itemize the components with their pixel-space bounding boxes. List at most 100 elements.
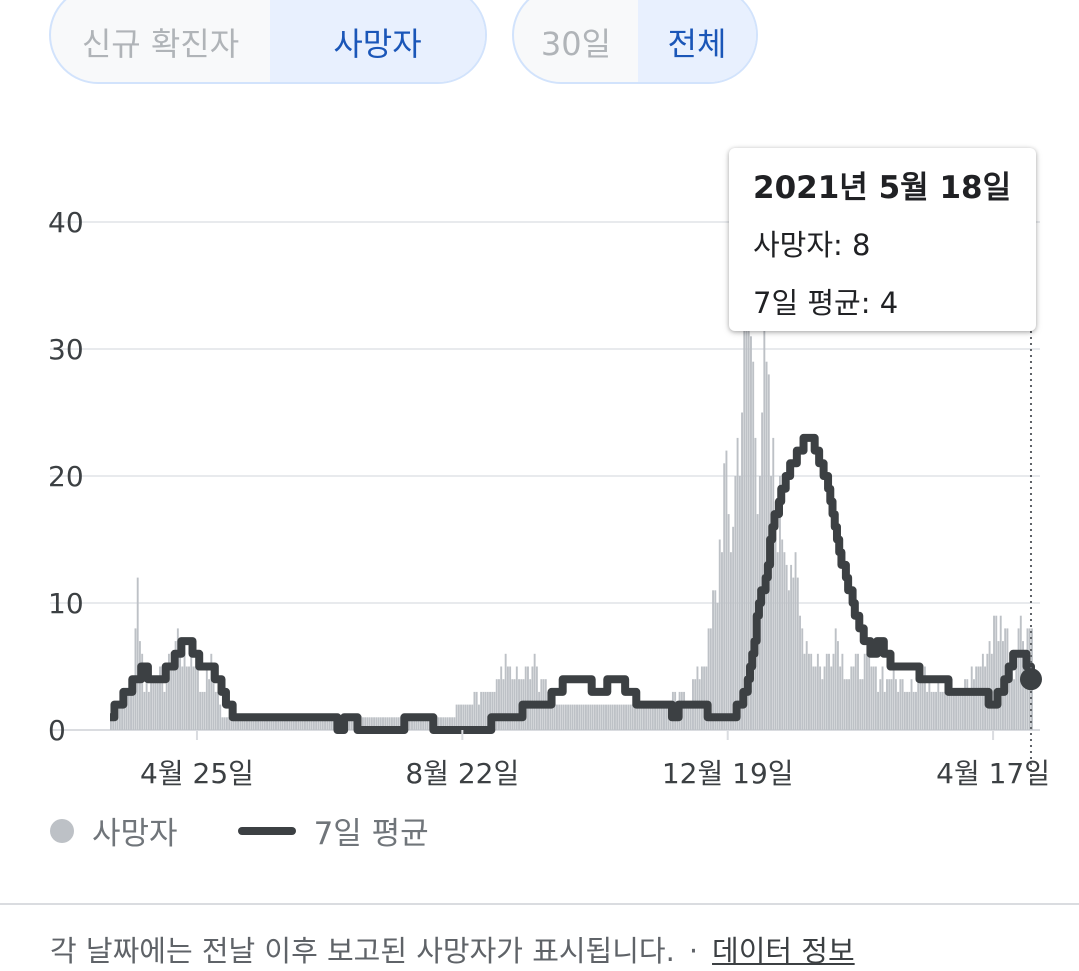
bar bbox=[787, 590, 790, 730]
bar bbox=[366, 717, 369, 730]
bar bbox=[446, 717, 449, 730]
bar bbox=[279, 717, 282, 730]
bar bbox=[828, 653, 830, 730]
bar bbox=[509, 666, 512, 730]
bar bbox=[727, 514, 730, 730]
bar bbox=[230, 717, 233, 730]
bar bbox=[263, 717, 266, 730]
bar bbox=[361, 717, 364, 730]
bar bbox=[299, 717, 302, 730]
bar bbox=[964, 679, 966, 730]
bar bbox=[747, 285, 750, 730]
data-info-link[interactable]: 데이터 정보 bbox=[712, 934, 855, 968]
bar bbox=[317, 717, 320, 730]
bar bbox=[763, 285, 766, 730]
bar bbox=[500, 666, 503, 730]
bar bbox=[567, 704, 570, 730]
bar bbox=[997, 641, 1000, 730]
bar bbox=[582, 704, 585, 730]
tab-deaths[interactable]: 사망자 bbox=[270, 0, 485, 82]
tab-all-time[interactable]: 전체 bbox=[638, 0, 756, 82]
bar bbox=[382, 717, 384, 730]
bar bbox=[640, 704, 643, 730]
bar bbox=[656, 704, 659, 730]
bar bbox=[926, 691, 929, 730]
bar bbox=[781, 539, 784, 730]
tooltip-date: 2021년 5월 18일 bbox=[753, 170, 1012, 206]
bar bbox=[176, 628, 179, 730]
bar bbox=[527, 666, 529, 730]
legend-bar-label: 사망자 bbox=[92, 816, 178, 852]
bar bbox=[384, 717, 387, 730]
bar bbox=[872, 666, 875, 730]
tab-new-cases[interactable]: 신규 확진자 bbox=[81, 25, 240, 63]
bar bbox=[732, 526, 735, 730]
range-toggle: 30일 전체 bbox=[512, 0, 758, 84]
x-tick-label-1: 8월 22일 bbox=[405, 757, 519, 790]
bar bbox=[312, 717, 315, 730]
bar bbox=[495, 679, 498, 730]
avg-line bbox=[110, 433, 1035, 734]
bar bbox=[375, 717, 378, 730]
bar bbox=[257, 717, 260, 730]
bar bbox=[506, 666, 509, 730]
bar bbox=[663, 704, 665, 730]
bar bbox=[297, 717, 300, 730]
bar bbox=[419, 717, 422, 730]
bar bbox=[952, 691, 955, 730]
bar bbox=[237, 717, 240, 730]
bar bbox=[752, 361, 755, 730]
bar bbox=[118, 704, 121, 730]
bar bbox=[665, 704, 668, 730]
bar bbox=[894, 679, 897, 730]
bar bbox=[326, 717, 329, 730]
bar bbox=[214, 691, 217, 730]
bar bbox=[955, 691, 958, 730]
bar bbox=[515, 666, 518, 730]
bar bbox=[761, 412, 764, 730]
bar bbox=[179, 653, 182, 730]
bar bbox=[750, 336, 752, 730]
bar bbox=[558, 704, 561, 730]
footnote-separator: · bbox=[688, 934, 699, 968]
bar bbox=[250, 717, 253, 730]
bar bbox=[883, 691, 886, 730]
bar bbox=[132, 679, 135, 730]
bar bbox=[738, 476, 741, 730]
bar bbox=[814, 666, 817, 730]
bar bbox=[466, 704, 469, 730]
bar bbox=[845, 679, 848, 730]
y-tick-label-20: 20 bbox=[48, 460, 84, 493]
bar bbox=[627, 704, 630, 730]
bar bbox=[368, 717, 371, 730]
bar bbox=[292, 717, 295, 730]
bar bbox=[270, 717, 273, 730]
bar bbox=[261, 717, 264, 730]
bar bbox=[836, 641, 839, 730]
bar bbox=[660, 704, 663, 730]
bar bbox=[589, 704, 592, 730]
bar bbox=[167, 653, 170, 730]
bar bbox=[482, 691, 485, 730]
bar bbox=[729, 552, 732, 730]
bar bbox=[921, 679, 924, 730]
bar bbox=[642, 704, 645, 730]
bar bbox=[848, 679, 851, 730]
x-axis-labels: 4월 25일 8월 22일 12월 19일 4월 17일 bbox=[140, 730, 1050, 790]
bar bbox=[805, 641, 808, 730]
bar bbox=[703, 666, 706, 730]
bar bbox=[654, 704, 657, 730]
bar bbox=[259, 717, 262, 730]
bar bbox=[821, 679, 824, 730]
bar bbox=[584, 704, 587, 730]
deaths-chart[interactable]: 0 10 20 30 40 4월 25일 8월 22일 12월 19일 4월 17일 bbox=[0, 0, 1079, 800]
bar bbox=[618, 704, 621, 730]
bar bbox=[301, 717, 304, 730]
bar bbox=[979, 666, 982, 730]
bar bbox=[475, 691, 478, 730]
bar bbox=[239, 717, 242, 730]
bar bbox=[165, 679, 168, 730]
bar bbox=[283, 717, 286, 730]
tab-30-days[interactable]: 30일 bbox=[540, 25, 612, 63]
bar bbox=[616, 704, 619, 730]
